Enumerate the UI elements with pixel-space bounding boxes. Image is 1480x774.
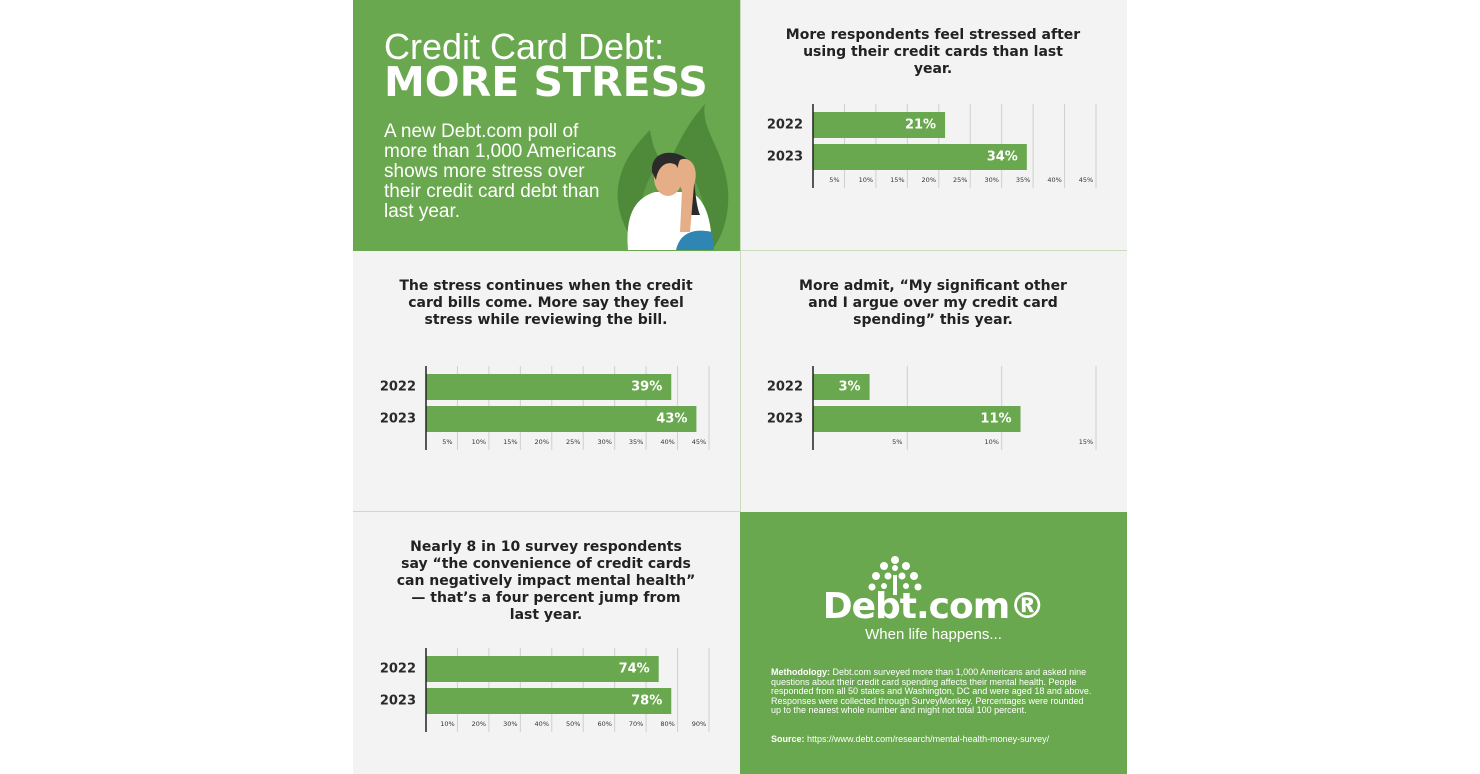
chart-title: More respondents feel stressed after usi… bbox=[785, 27, 1081, 77]
value-label: 74% bbox=[619, 662, 650, 677]
x-tick-label: 20% bbox=[472, 720, 486, 728]
value-label: 3% bbox=[839, 380, 861, 395]
x-tick-label: 25% bbox=[953, 176, 967, 184]
category-label: 2022 bbox=[380, 662, 416, 677]
x-tick-label: 5% bbox=[442, 438, 452, 446]
x-tick-label: 45% bbox=[1079, 176, 1093, 184]
x-tick-label: 90% bbox=[692, 720, 706, 728]
chart-title: Nearly 8 in 10 survey respondents say “t… bbox=[396, 539, 696, 623]
value-label: 43% bbox=[656, 412, 687, 427]
x-tick-label: 5% bbox=[892, 438, 902, 446]
x-tick-label: 45% bbox=[692, 438, 706, 446]
x-tick-label: 10% bbox=[472, 438, 486, 446]
value-label: 78% bbox=[631, 694, 662, 709]
bar bbox=[813, 112, 946, 138]
x-tick-label: 30% bbox=[597, 438, 611, 446]
bar bbox=[426, 374, 672, 400]
x-tick-label: 15% bbox=[890, 176, 904, 184]
methodology-label: Methodology: bbox=[771, 667, 830, 677]
x-tick-label: 25% bbox=[566, 438, 580, 446]
category-label: 2023 bbox=[380, 412, 416, 427]
category-label: 2022 bbox=[767, 380, 803, 395]
source-url: https://www.debt.com/research/mental-hea… bbox=[807, 734, 1050, 744]
x-tick-label: 80% bbox=[660, 720, 674, 728]
methodology-text: Debt.com surveyed more than 1,000 Americ… bbox=[771, 667, 1092, 715]
pants bbox=[676, 230, 714, 250]
x-tick-label: 40% bbox=[1047, 176, 1061, 184]
x-tick-label: 20% bbox=[922, 176, 936, 184]
category-label: 2023 bbox=[380, 694, 416, 709]
footer-panel bbox=[740, 512, 1127, 774]
logo: Debt.com® bbox=[822, 586, 1046, 627]
chart-panel bbox=[353, 512, 740, 774]
description: A new Debt.com poll of more than 1,000 A… bbox=[384, 121, 617, 222]
bar bbox=[813, 144, 1027, 170]
face bbox=[654, 160, 682, 196]
source-label: Source: bbox=[771, 734, 805, 744]
x-tick-label: 10% bbox=[440, 720, 454, 728]
bar bbox=[426, 656, 659, 682]
x-tick-label: 15% bbox=[503, 438, 517, 446]
bar bbox=[426, 688, 672, 714]
title-line: MORE STRESS bbox=[384, 58, 708, 106]
methodology: Methodology: Debt.com surveyed more than… bbox=[771, 667, 1093, 716]
logo-tree bbox=[868, 556, 922, 595]
bar bbox=[813, 406, 1021, 432]
value-label: 11% bbox=[980, 412, 1011, 427]
x-tick-label: 50% bbox=[566, 720, 580, 728]
arm bbox=[677, 158, 696, 232]
value-label: 34% bbox=[987, 150, 1018, 165]
chart-panel bbox=[740, 251, 1127, 512]
category-label: 2022 bbox=[767, 118, 803, 133]
chart-title: More admit, “My significant other and I … bbox=[799, 278, 1067, 328]
category-label: 2023 bbox=[767, 150, 803, 165]
x-tick-label: 30% bbox=[984, 176, 998, 184]
category-label: 2022 bbox=[380, 380, 416, 395]
x-tick-label: 15% bbox=[1079, 438, 1093, 446]
x-tick-label: 20% bbox=[535, 438, 549, 446]
title-line: Credit Card Debt: bbox=[384, 26, 665, 67]
tagline: When life happens... bbox=[865, 626, 1002, 643]
value-label: 21% bbox=[905, 118, 936, 133]
bar bbox=[813, 374, 870, 400]
bar bbox=[426, 406, 697, 432]
value-label: 39% bbox=[631, 380, 662, 395]
chart-title: The stress continues when the credit car… bbox=[399, 278, 693, 328]
x-tick-label: 60% bbox=[597, 720, 611, 728]
x-tick-label: 70% bbox=[629, 720, 643, 728]
x-tick-label: 10% bbox=[859, 176, 873, 184]
x-tick-label: 35% bbox=[1016, 176, 1030, 184]
x-tick-label: 10% bbox=[984, 438, 998, 446]
x-tick-label: 40% bbox=[660, 438, 674, 446]
category-label: 2023 bbox=[767, 412, 803, 427]
x-tick-label: 40% bbox=[535, 720, 549, 728]
x-tick-label: 35% bbox=[629, 438, 643, 446]
source: Source: https://www.debt.com/research/me… bbox=[771, 734, 1101, 744]
x-tick-label: 30% bbox=[503, 720, 517, 728]
x-tick-label: 5% bbox=[829, 176, 839, 184]
